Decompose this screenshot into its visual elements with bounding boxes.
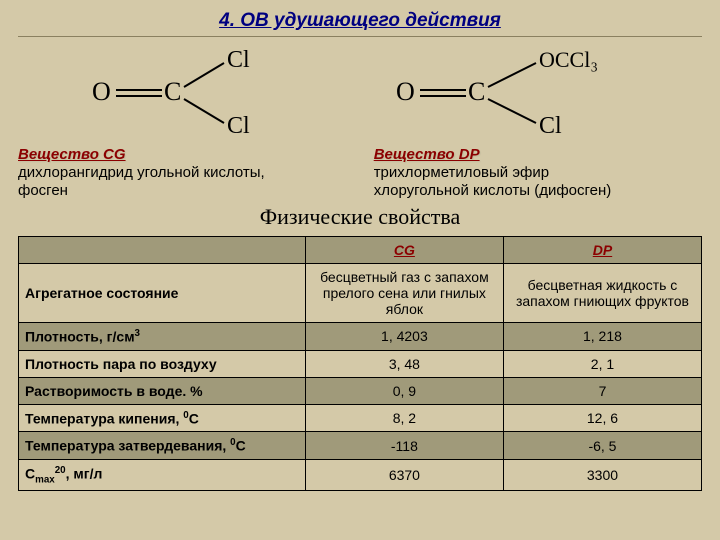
divider: [18, 36, 702, 37]
cell-prop: Растворимость в воде. %: [19, 377, 306, 404]
table-row: Температура затвердевания, 0С -118 -6, 5: [19, 432, 702, 460]
cell-cg: бесцветный газ с запахом прелого сена ил…: [305, 264, 503, 323]
svg-text:C: C: [164, 77, 181, 106]
section-header: Физические свойства: [18, 204, 702, 230]
cell-cg: 6370: [305, 459, 503, 490]
page-title: 4. ОВ удушающего действия: [18, 10, 702, 32]
table-row: Агрегатное состояние бесцветный газ с за…: [19, 264, 702, 323]
molecule-cg: O C Cl Cl: [74, 45, 274, 140]
cell-dp: 2, 1: [503, 350, 701, 377]
cell-dp: 3300: [503, 459, 701, 490]
molecule-dp: O C OCCl₃ Cl: [386, 45, 646, 140]
svg-text:Cl: Cl: [227, 47, 250, 73]
cell-prop: Температура затвердевания, 0С: [19, 432, 306, 460]
table-row: Плотность, г/см3 1, 4203 1, 218: [19, 323, 702, 351]
table-row: Температура кипения, 0С 8, 2 12, 6: [19, 404, 702, 432]
cell-cg: -118: [305, 432, 503, 460]
table-body: Агрегатное состояние бесцветный газ с за…: [19, 264, 702, 491]
cell-cg: 8, 2: [305, 404, 503, 432]
th-cg: CG: [305, 237, 503, 264]
cell-prop: Сmax20, мг/л: [19, 459, 306, 490]
cell-cg: 0, 9: [305, 377, 503, 404]
desc-dp-title: Вещество DP: [374, 146, 702, 164]
table-row: Плотность пара по воздуху 3, 48 2, 1: [19, 350, 702, 377]
th-blank: [19, 237, 306, 264]
cell-prop: Температура кипения, 0С: [19, 404, 306, 432]
svg-text:Cl: Cl: [227, 113, 250, 139]
desc-cg: Вещество CG дихлорангидрид угольной кисл…: [18, 146, 346, 200]
desc-cg-title: Вещество CG: [18, 146, 346, 164]
svg-text:O: O: [92, 77, 111, 106]
th-dp: DP: [503, 237, 701, 264]
desc-dp: Вещество DP трихлорметиловый эфир хлоруг…: [374, 146, 702, 200]
cell-dp: -6, 5: [503, 432, 701, 460]
descriptions-row: Вещество CG дихлорангидрид угольной кисл…: [18, 146, 702, 200]
desc-cg-line2: фосген: [18, 182, 346, 200]
cell-dp: 7: [503, 377, 701, 404]
molecules-row: O C Cl Cl O C OCCl₃ Cl: [18, 45, 702, 140]
properties-table: CG DP Агрегатное состояние бесцветный га…: [18, 236, 702, 491]
cell-prop: Плотность пара по воздуху: [19, 350, 306, 377]
cell-cg: 1, 4203: [305, 323, 503, 351]
table-row: Сmax20, мг/л 6370 3300: [19, 459, 702, 490]
cell-dp: бесцветная жидкость с запахом гниющих фр…: [503, 264, 701, 323]
cell-prop: Агрегатное состояние: [19, 264, 306, 323]
table-header-row: CG DP: [19, 237, 702, 264]
cell-dp: 1, 218: [503, 323, 701, 351]
cell-cg: 3, 48: [305, 350, 503, 377]
desc-dp-line2: хлоругольной кислоты (дифосген): [374, 182, 702, 200]
cell-prop: Плотность, г/см3: [19, 323, 306, 351]
svg-text:O: O: [396, 77, 415, 106]
desc-dp-line1: трихлорметиловый эфир: [374, 164, 702, 182]
table-row: Растворимость в воде. % 0, 9 7: [19, 377, 702, 404]
cell-dp: 12, 6: [503, 404, 701, 432]
svg-text:C: C: [468, 77, 485, 106]
desc-cg-line1: дихлорангидрид угольной кислоты,: [18, 164, 346, 182]
svg-text:Cl: Cl: [539, 113, 562, 139]
svg-text:OCCl₃: OCCl₃: [539, 47, 598, 72]
